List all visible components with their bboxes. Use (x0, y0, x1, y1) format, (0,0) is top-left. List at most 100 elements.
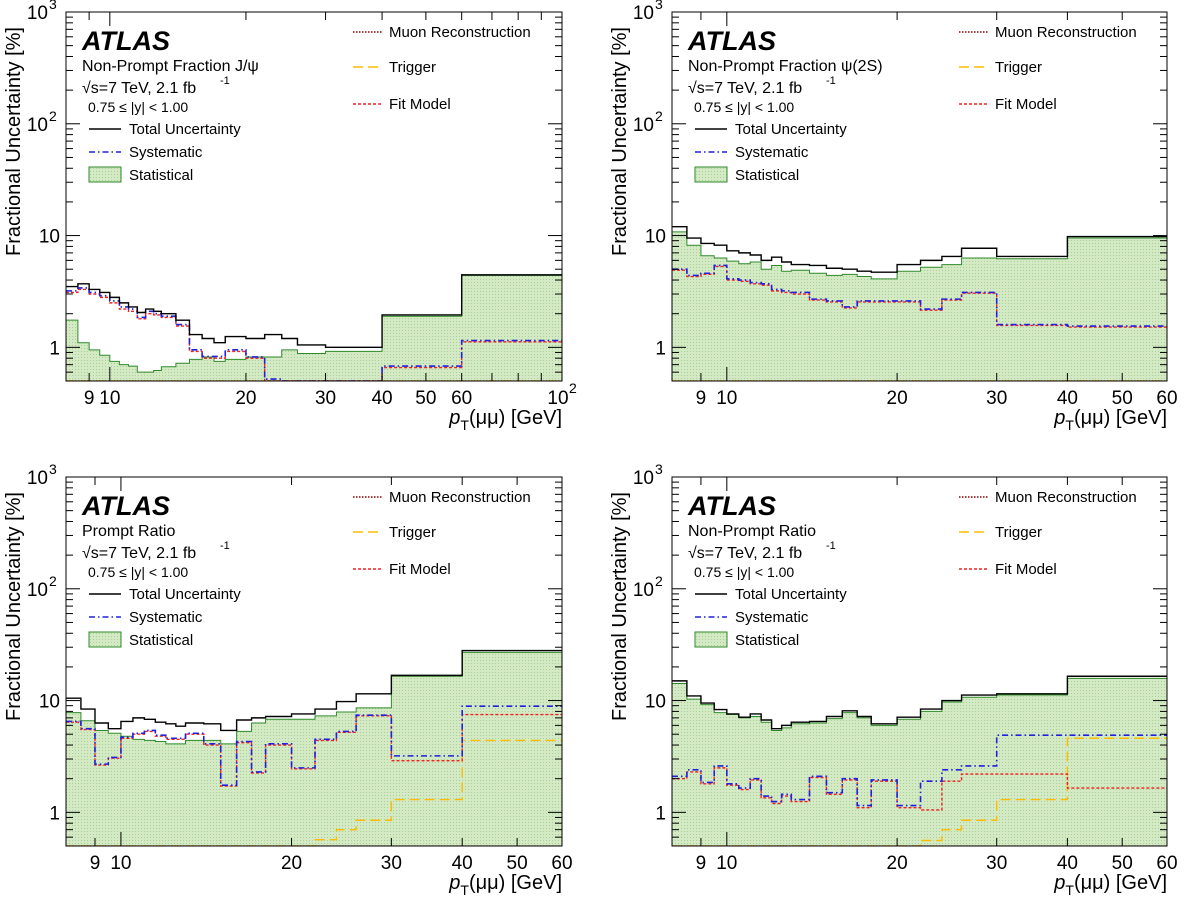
statistical-fill (672, 231, 1167, 381)
series-total-line (672, 226, 1167, 273)
x-axis-label-subscript: T (460, 882, 469, 898)
x-tick-label: 50 (507, 853, 528, 874)
series-total-line (66, 274, 562, 349)
statistical-fill (66, 652, 562, 846)
plot-frame (671, 11, 1168, 382)
y-tick-label-exponent: 2 (655, 108, 663, 124)
y-tick-label: 10 (633, 468, 654, 489)
atlas-label: ATLAS (687, 491, 776, 521)
plot-area (66, 274, 562, 381)
panel-title: Prompt Ratio (82, 523, 175, 540)
energy-lumi-exponent: -1 (220, 75, 230, 87)
legend-statistical-label: Statistical (735, 632, 799, 649)
series-fit-line (672, 265, 1167, 328)
y-tick-label-exponent: 3 (49, 0, 57, 12)
plot-frame (65, 476, 563, 847)
x-tick-label: 40 (371, 388, 392, 409)
x-tick-label: 20 (281, 853, 302, 874)
x-tick-label: 60 (551, 853, 572, 874)
y-axis-label: Fractional Uncertainty [%] (609, 27, 631, 256)
y-axis-label: Fractional Uncertainty [%] (609, 492, 631, 721)
legend-muon-label: Muon Reconstruction (389, 24, 531, 41)
x-tick-label: 20 (887, 853, 908, 874)
x-tick-label: 50 (415, 388, 436, 409)
y-tick-label: 10 (633, 580, 654, 601)
x-tick-label: 30 (315, 388, 336, 409)
x-tick-label: 40 (1057, 388, 1078, 409)
x-tick-label: 10 (716, 853, 737, 874)
y-axis-label: Fractional Uncertainty [%] (3, 27, 25, 256)
series-stat-line (66, 274, 562, 373)
y-tick-label-exponent: 3 (49, 461, 57, 477)
x-tick-label: 10 (99, 388, 120, 409)
legend-total-label: Total Uncertainty (735, 121, 847, 138)
x-axis-label-unit: (μμ) [GeV] (469, 872, 562, 894)
legend-statistical-swatch (694, 166, 728, 183)
plot-area (672, 226, 1167, 381)
series-trigger-line (66, 739, 562, 846)
y-tick-label: 10 (645, 692, 666, 713)
energy-lumi-label: √s=7 TeV, 2.1 fb (82, 545, 196, 562)
x-tick-label: 50 (1112, 853, 1133, 874)
y-tick-label: 10 (633, 3, 654, 24)
panel-title: Non-Prompt Fraction J/ψ (82, 58, 259, 75)
legend-statistical-label: Statistical (129, 167, 193, 184)
x-tick-label: 40 (452, 853, 473, 874)
statistical-fill (66, 275, 562, 381)
energy-lumi-exponent: -1 (220, 540, 230, 552)
panel-title: Non-Prompt Ratio (688, 523, 816, 540)
plot-area (66, 649, 562, 846)
atlas-label: ATLAS (81, 491, 170, 521)
legend-fit-label: Fit Model (389, 96, 451, 113)
y-tick-label: 1 (49, 338, 60, 359)
y-tick-label: 10 (27, 468, 48, 489)
series-trigger-line (672, 737, 1167, 846)
y-tick-label: 10 (39, 227, 60, 248)
x-axis-label-symbol: p (448, 407, 460, 429)
y-tick-label: 10 (645, 227, 666, 248)
x-tick-label: 50 (1112, 388, 1133, 409)
rapidity-range-label: 0.75 ≤ |y| < 1.00 (694, 564, 794, 580)
legend-systematic-label: Systematic (129, 609, 203, 626)
plot-frame (671, 476, 1168, 847)
x-tick-label: 9 (84, 388, 95, 409)
y-tick-label: 10 (27, 115, 48, 136)
y-tick-label: 10 (39, 692, 60, 713)
legend-total-label: Total Uncertainty (129, 121, 241, 138)
x-tick-label: 10 (716, 388, 737, 409)
legend-trigger-label: Trigger (995, 59, 1042, 76)
x-axis-label-subscript: T (460, 417, 469, 433)
x-axis-label: pT(μμ) [GeV] (1053, 872, 1167, 898)
x-tick-label-exponent: 2 (569, 380, 577, 396)
y-tick-label-exponent: 2 (655, 573, 663, 589)
x-tick-label: 20 (887, 388, 908, 409)
energy-lumi-exponent: -1 (826, 540, 836, 552)
legend-muon-label: Muon Reconstruction (389, 489, 531, 506)
legend-statistical-swatch (694, 631, 728, 648)
plot-area (672, 675, 1167, 846)
x-tick-label: 10 (547, 388, 568, 409)
x-tick-label: 60 (1156, 853, 1177, 874)
legend-fit-label: Fit Model (995, 96, 1057, 113)
x-tick-label: 40 (1057, 853, 1078, 874)
legend-trigger-label: Trigger (389, 59, 436, 76)
x-axis-label-unit: (μμ) [GeV] (1074, 407, 1167, 429)
energy-lumi-label: √s=7 TeV, 2.1 fb (688, 545, 802, 562)
series-total-line (672, 675, 1167, 730)
x-axis-label-unit: (μμ) [GeV] (1074, 872, 1167, 894)
legend-systematic-label: Systematic (129, 144, 203, 161)
series-syst-line (672, 734, 1167, 807)
x-tick-label: 30 (986, 388, 1007, 409)
y-tick-label: 1 (49, 803, 60, 824)
x-tick-label: 9 (90, 853, 101, 874)
atlas-label: ATLAS (687, 26, 776, 56)
y-tick-label-exponent: 2 (49, 108, 57, 124)
legend-muon-label: Muon Reconstruction (995, 24, 1137, 41)
y-axis-label: Fractional Uncertainty [%] (3, 492, 25, 721)
y-tick-label-exponent: 3 (655, 461, 663, 477)
legend-total-label: Total Uncertainty (129, 586, 241, 603)
